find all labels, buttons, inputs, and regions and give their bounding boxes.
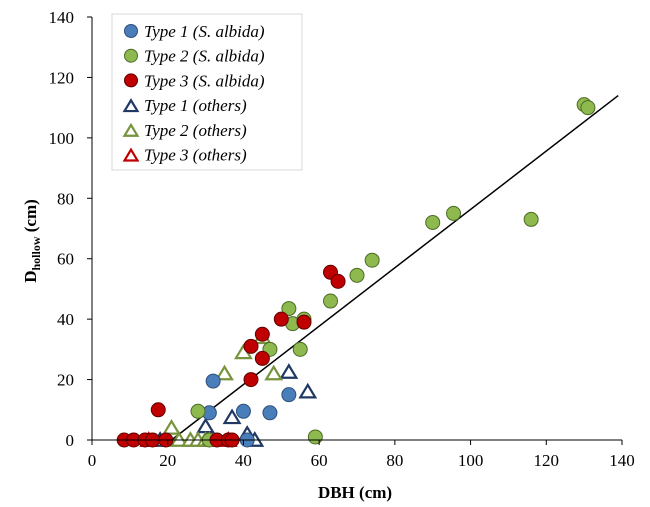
data-point bbox=[446, 205, 462, 221]
x-axis-title: DBH (cm) bbox=[318, 483, 392, 502]
legend-marker bbox=[124, 73, 138, 88]
y-axis-title-subscript: hollow bbox=[29, 236, 43, 270]
y-tick-label: 120 bbox=[49, 68, 75, 87]
data-point bbox=[425, 214, 441, 230]
axes bbox=[87, 16, 623, 445]
data-point bbox=[262, 405, 278, 421]
data-point bbox=[169, 431, 189, 447]
data-point bbox=[243, 372, 259, 388]
x-tick-label: 120 bbox=[534, 451, 560, 470]
y-tick-label: 80 bbox=[57, 189, 74, 208]
y-axis-title: Dhollow (cm) bbox=[21, 199, 43, 283]
data-point bbox=[205, 373, 221, 389]
legend-label: Type 3 (S. albida) bbox=[144, 71, 265, 90]
data-point bbox=[364, 252, 380, 268]
y-axis-title-suffix: (cm) bbox=[21, 199, 40, 236]
x-tick-label: 60 bbox=[311, 451, 328, 470]
legend-marker bbox=[124, 24, 138, 38]
data-point bbox=[580, 100, 596, 116]
data-point bbox=[254, 326, 270, 342]
y-tick-label: 140 bbox=[49, 8, 75, 27]
data-point bbox=[150, 402, 166, 418]
legend-marker bbox=[122, 122, 140, 137]
data-point bbox=[523, 211, 539, 227]
x-tick-label: 80 bbox=[386, 451, 403, 470]
data-point bbox=[330, 273, 346, 289]
data-point bbox=[215, 364, 234, 381]
data-point bbox=[235, 403, 251, 419]
x-tick-label: 100 bbox=[458, 451, 484, 470]
legend-label: Type 1 (S. albida) bbox=[144, 22, 265, 41]
data-point bbox=[292, 341, 308, 357]
legend-marker bbox=[122, 98, 140, 113]
data-point bbox=[254, 350, 270, 366]
data-point bbox=[196, 417, 216, 434]
legend-label: Type 2 (others) bbox=[144, 121, 247, 140]
x-tick-label: 20 bbox=[159, 451, 176, 470]
data-point bbox=[349, 267, 365, 283]
data-point bbox=[279, 363, 299, 379]
data-point bbox=[281, 387, 297, 403]
data-point bbox=[243, 338, 259, 354]
x-tick-label: 0 bbox=[88, 451, 97, 470]
data-point bbox=[298, 382, 318, 399]
legend-label: Type 1 (others) bbox=[144, 96, 247, 115]
legend-label: Type 2 (S. albida) bbox=[144, 47, 265, 66]
data-point bbox=[273, 311, 289, 327]
tick-labels: 0 20 40 60 80 100 120 140 0 20 40 60 80 100 120 140 bbox=[49, 8, 635, 470]
y-tick-label: 60 bbox=[57, 250, 74, 269]
legend-marker bbox=[124, 48, 138, 63]
data-point bbox=[222, 408, 242, 425]
data-point bbox=[264, 364, 284, 381]
data-point bbox=[307, 429, 323, 445]
x-tick-label: 40 bbox=[235, 451, 252, 470]
data-point bbox=[323, 293, 338, 309]
y-axis-title-main: D bbox=[21, 271, 40, 283]
legend-marker bbox=[122, 147, 140, 162]
data-point bbox=[162, 419, 181, 435]
legend-box bbox=[111, 13, 303, 171]
legend-label: Type 3 (others) bbox=[144, 146, 247, 165]
y-tick-label: 40 bbox=[57, 310, 74, 329]
data-point bbox=[190, 403, 206, 419]
x-tick-label: 140 bbox=[609, 451, 635, 470]
data-point bbox=[296, 314, 312, 330]
y-tick-label: 0 bbox=[66, 431, 75, 450]
legend: Type 1 (S. albida) Type 2 (S. albida) Type… bbox=[111, 13, 303, 171]
y-tick-label: 100 bbox=[49, 129, 75, 148]
y-tick-label: 20 bbox=[57, 371, 74, 390]
data-point bbox=[281, 301, 297, 317]
